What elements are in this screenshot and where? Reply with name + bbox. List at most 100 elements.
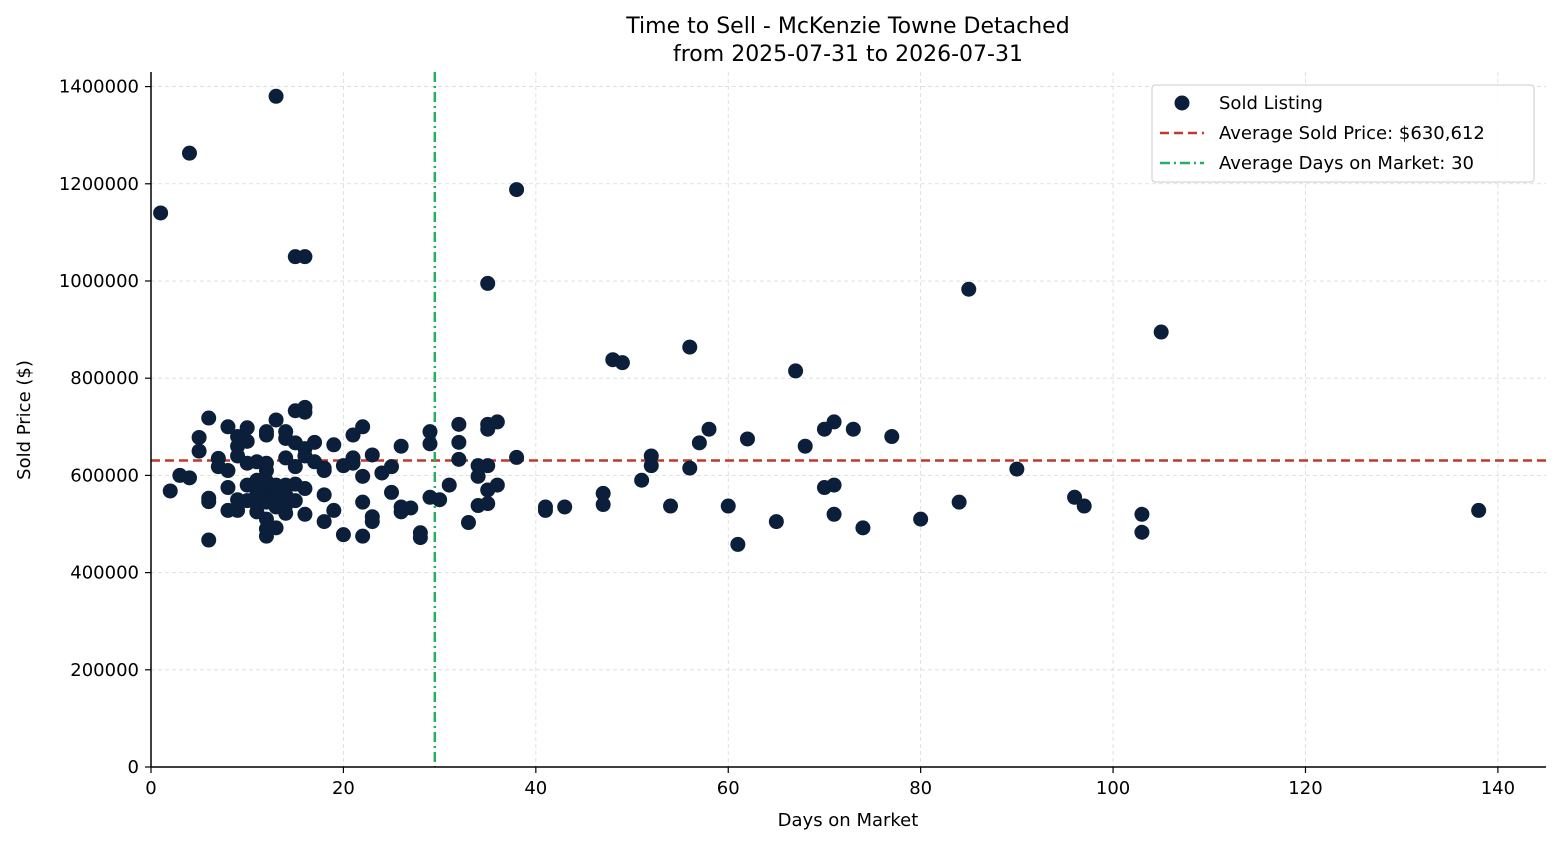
data-point <box>335 527 351 543</box>
data-point <box>297 481 313 497</box>
data-point <box>797 438 813 454</box>
y-tick-label: 0 <box>128 757 139 778</box>
data-point <box>287 493 303 509</box>
data-point <box>268 88 284 104</box>
data-point <box>258 427 274 443</box>
data-point <box>201 410 217 426</box>
data-point <box>489 414 505 430</box>
y-tick-label: 1000000 <box>59 271 139 292</box>
legend-label-avg-days: Average Days on Market: 30 <box>1219 153 1474 174</box>
data-point <box>162 483 178 499</box>
data-point <box>720 498 736 514</box>
legend: Sold Listing Average Sold Price: $630,61… <box>1151 84 1535 183</box>
data-point <box>595 497 611 513</box>
data-point <box>307 434 323 450</box>
x-tick-label: 40 <box>524 778 547 799</box>
y-tick-label: 400000 <box>70 563 139 584</box>
data-point <box>595 485 611 501</box>
data-point <box>1076 498 1092 514</box>
data-point <box>268 520 284 536</box>
data-points <box>153 88 1487 552</box>
data-point <box>826 477 842 493</box>
data-point <box>316 463 332 479</box>
data-point <box>691 435 707 451</box>
legend-box <box>1151 84 1535 183</box>
x-tick-label: 20 <box>332 778 355 799</box>
data-point <box>614 355 630 371</box>
data-point <box>470 468 486 484</box>
data-point <box>884 429 900 445</box>
data-point <box>913 511 929 527</box>
data-point <box>384 484 400 500</box>
y-tick-label: 800000 <box>70 368 139 389</box>
data-point <box>268 412 284 428</box>
data-point <box>788 363 804 379</box>
data-point <box>951 494 967 510</box>
data-point <box>634 472 650 488</box>
data-point <box>441 477 457 493</box>
reference-lines <box>151 72 1546 767</box>
data-point <box>220 463 236 479</box>
data-point <box>663 498 679 514</box>
legend-label-avg-price: Average Sold Price: $630,612 <box>1219 123 1485 144</box>
x-axis-ticks: 0 20 40 60 80 100 120 140 <box>145 767 1515 799</box>
data-point <box>451 434 467 450</box>
data-point <box>961 281 977 297</box>
data-point <box>181 145 197 161</box>
data-point <box>682 460 698 476</box>
data-point <box>701 421 717 437</box>
x-tick-label: 0 <box>145 778 156 799</box>
data-point <box>1134 524 1150 540</box>
data-point <box>345 455 361 471</box>
x-axis-label: Days on Market <box>778 810 919 831</box>
data-point <box>826 506 842 522</box>
data-point <box>412 530 428 546</box>
data-point <box>460 515 476 531</box>
data-point <box>422 436 438 452</box>
data-point <box>355 494 371 510</box>
data-point <box>239 433 255 449</box>
data-point <box>845 421 861 437</box>
data-point <box>403 500 419 516</box>
axes <box>150 72 1546 768</box>
data-point <box>287 459 303 475</box>
data-point <box>384 459 400 475</box>
data-point <box>201 532 217 548</box>
data-point <box>355 419 371 435</box>
data-point <box>480 496 496 512</box>
data-point <box>730 536 746 552</box>
x-tick-label: 60 <box>717 778 740 799</box>
data-point <box>297 506 313 522</box>
data-point <box>432 492 448 508</box>
data-point <box>297 404 313 420</box>
data-point <box>355 528 371 544</box>
data-point <box>297 249 313 265</box>
data-point <box>239 420 255 436</box>
data-point <box>537 502 553 518</box>
data-point <box>826 414 842 430</box>
data-point <box>220 480 236 496</box>
legend-marker-sold-listing <box>1174 95 1190 111</box>
x-tick-label: 100 <box>1096 778 1130 799</box>
x-tick-label: 80 <box>909 778 932 799</box>
legend-label-sold-listing: Sold Listing <box>1219 93 1323 114</box>
x-tick-label: 140 <box>1481 778 1515 799</box>
data-point <box>278 450 294 466</box>
data-point <box>480 275 496 291</box>
data-point <box>1153 324 1169 340</box>
data-point <box>220 419 236 435</box>
data-point <box>422 424 438 440</box>
y-tick-label: 1200000 <box>59 174 139 195</box>
data-point <box>768 514 784 530</box>
data-point <box>278 505 294 521</box>
data-point <box>355 468 371 484</box>
data-point <box>451 416 467 432</box>
data-point <box>1009 461 1025 477</box>
chart-subtitle: from 2025-07-31 to 2026-07-31 <box>673 42 1023 67</box>
y-tick-label: 1400000 <box>59 77 139 98</box>
y-tick-label: 200000 <box>70 660 139 681</box>
data-point <box>1471 502 1487 518</box>
data-point <box>643 458 659 474</box>
data-point <box>153 205 169 221</box>
